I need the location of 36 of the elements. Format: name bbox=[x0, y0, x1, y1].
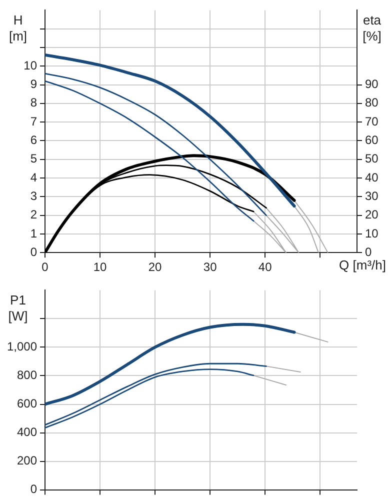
y-tick-label: 800 bbox=[16, 368, 38, 382]
y-tick-label: 0 bbox=[30, 244, 38, 259]
y-tick-label: 4 bbox=[30, 170, 38, 184]
y2-tick-label: 30 bbox=[365, 188, 379, 203]
y2-tick-label: 80 bbox=[365, 96, 379, 110]
y2-tick-label: 20 bbox=[365, 208, 379, 222]
y-tick-label: 5 bbox=[30, 152, 38, 166]
y-tick-label: 600 bbox=[16, 396, 38, 411]
y2-tick-label: 40 bbox=[365, 170, 379, 184]
y-tick-label: 9 bbox=[30, 77, 38, 92]
y-tick-label: 3 bbox=[30, 188, 38, 203]
y-tick-label: 200 bbox=[16, 454, 38, 468]
x-tick-label: 20 bbox=[148, 260, 162, 274]
x-axis-title: Q [m³/h] bbox=[339, 258, 386, 273]
y2-tick-label: 50 bbox=[365, 152, 379, 166]
y2-tick-label: 70 bbox=[365, 114, 379, 128]
y-axis-title: H [m] bbox=[8, 12, 28, 44]
y-axis-title: P1 [W] bbox=[8, 292, 28, 324]
y2-tick-label: 10 bbox=[365, 226, 379, 240]
y2-tick-label: 90 bbox=[365, 77, 379, 92]
y-tick-label: 1,000 bbox=[6, 340, 38, 354]
y2-tick-label: 60 bbox=[365, 133, 379, 148]
y-tick-label: 8 bbox=[30, 96, 38, 110]
y-tick-label: 7 bbox=[30, 114, 38, 128]
y2-tick-label: 0 bbox=[365, 244, 372, 259]
x-tick-label: 10 bbox=[93, 260, 108, 274]
y-tick-label: 400 bbox=[16, 425, 38, 440]
y2-axis-title: eta [%] bbox=[362, 12, 382, 44]
y-tick-label: 6 bbox=[30, 133, 38, 148]
x-tick-label: 40 bbox=[258, 260, 272, 274]
x-tick-label: 0 bbox=[42, 260, 49, 274]
y-tick-label: 2 bbox=[30, 208, 38, 222]
y-tick-label: 1 bbox=[30, 226, 38, 240]
y-tick-label: 0 bbox=[30, 482, 38, 496]
y-tick-label: 10 bbox=[24, 58, 38, 72]
x-tick-label: 30 bbox=[203, 260, 218, 274]
